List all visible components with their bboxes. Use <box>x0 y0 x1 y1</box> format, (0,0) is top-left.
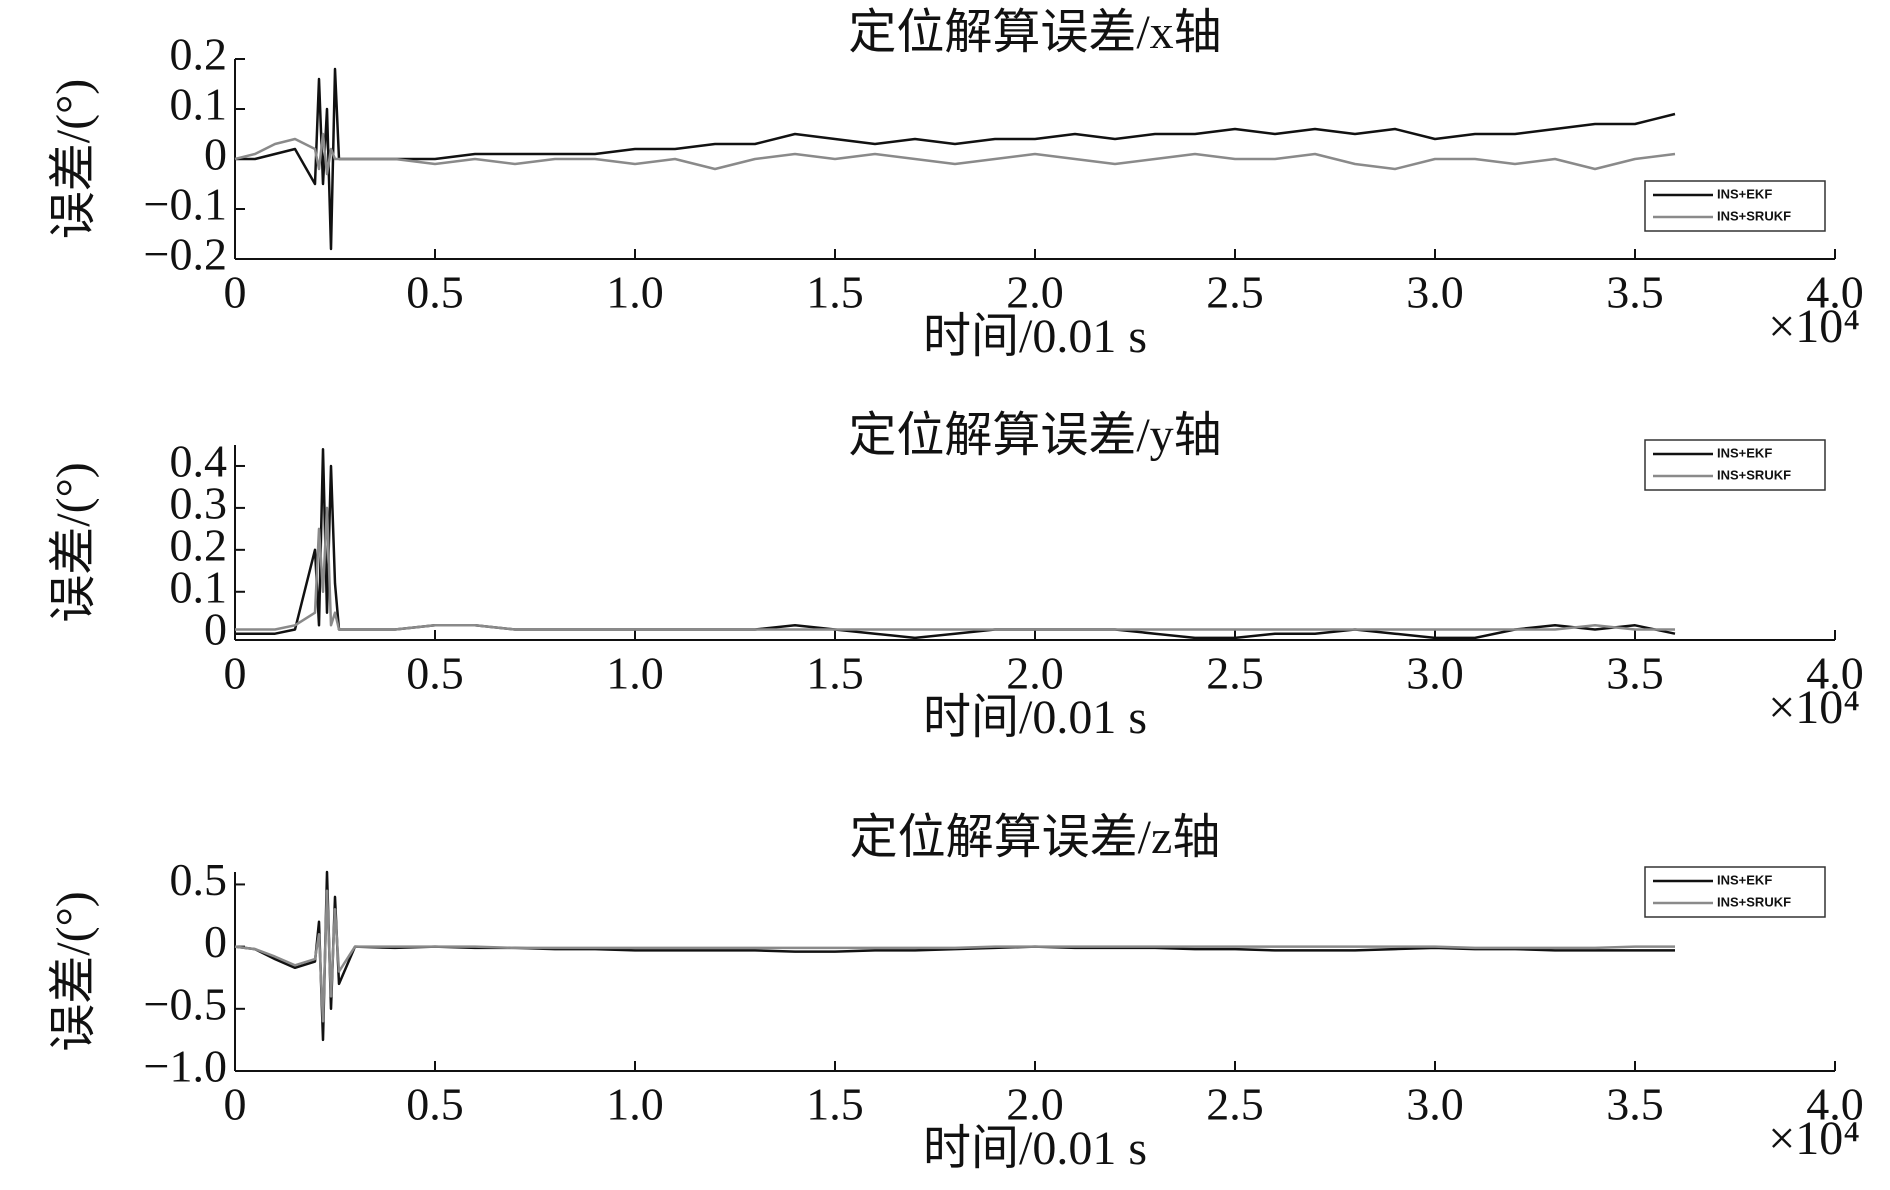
y-tick-label: 0.1 <box>170 561 228 612</box>
legend-box <box>1644 866 1826 918</box>
legend-label: INS+EKF <box>1717 445 1772 460</box>
legend-label: INS+SRUKF <box>1717 894 1791 909</box>
x-tick-label: 4.0 <box>1806 648 1864 699</box>
chart-panel: 定位解算误差/x轴 0 0.5 1.0 1.5 2.0 2.5 3.0 3.5 4.0 −0.2−0… <box>47 6 1864 363</box>
y-tick-label: 0.1 <box>170 79 228 130</box>
legend-label: INS+SRUKF <box>1717 467 1791 482</box>
series-line <box>235 506 1675 631</box>
x-tick-label: 1.0 <box>606 648 664 699</box>
legend-label: INS+EKF <box>1717 872 1772 887</box>
y-axis-label: 误差/(°) <box>47 79 100 240</box>
chart-panel: 定位解算误差/z轴 0 0.5 1.0 1.5 2.0 2.5 3.0 3.5 4.0 −1.0 −0… <box>47 811 1864 1175</box>
y-tick-label: 0.3 <box>170 477 228 528</box>
x-tick-label: 0 <box>224 648 247 699</box>
legend-label: INS+SRUKF <box>1717 208 1791 223</box>
x-axis-label: 时间/0.01 s <box>923 1122 1147 1175</box>
series-line <box>234 889 1675 1023</box>
series-line <box>235 67 1676 251</box>
x-tick-label: 0.5 <box>406 267 464 318</box>
y-tick-label: 0 <box>204 129 227 180</box>
x-multiplier: ×10⁴ <box>1768 681 1860 734</box>
x-tick-label: 0 <box>224 267 247 318</box>
x-tick-label: 3.5 <box>1606 648 1664 699</box>
series-line <box>234 870 1675 1042</box>
x-axis-label: 时间/0.01 s <box>923 691 1147 744</box>
y-tick-label: 0 <box>204 603 227 654</box>
y-tick-label: −1.0 <box>144 1041 227 1092</box>
series-line <box>234 132 1676 176</box>
y-axis-label: 误差/(°) <box>47 891 100 1052</box>
y-tick-label: 0.2 <box>170 519 228 570</box>
x-tick-label: 2.5 <box>1206 1079 1264 1130</box>
x-tick-label: 1.5 <box>806 1079 864 1130</box>
x-tick-label: 3.5 <box>1606 267 1664 318</box>
chart-panel: 定位解算误差/y轴0 0.5 1.0 1.5 2.0 2.5 3.0 3.5 4.000.10.… <box>47 409 1864 744</box>
x-tick-label: 0.5 <box>406 1079 464 1130</box>
x-tick-label: 1.0 <box>606 267 664 318</box>
chart-title: 定位解算误差/x轴 <box>848 6 1221 59</box>
legend-box <box>1644 180 1826 232</box>
x-tick-label: 2.0 <box>1006 267 1064 318</box>
legend-label: INS+EKF <box>1717 186 1772 201</box>
x-tick-label: 0.5 <box>406 648 464 699</box>
x-tick-label: 1.5 <box>806 267 864 318</box>
y-tick-label: 0.2 <box>170 29 228 80</box>
x-tick-label: 2.5 <box>1206 267 1264 318</box>
x-tick-label: 2.5 <box>1206 648 1264 699</box>
x-tick-label: 0 <box>224 1079 247 1130</box>
x-tick-label: 2.0 <box>1006 648 1064 699</box>
y-tick-label: −0.5 <box>144 978 227 1029</box>
x-tick-label: 4.0 <box>1806 1079 1864 1130</box>
y-tick-label: −0.2 <box>144 229 227 280</box>
x-multiplier: ×10⁴ <box>1768 300 1860 353</box>
x-tick-label: 3.0 <box>1406 648 1464 699</box>
x-tick-label: 1.0 <box>606 1079 664 1130</box>
y-tick-label: −0.1 <box>144 179 227 230</box>
x-tick-label: 2.0 <box>1006 1079 1064 1130</box>
y-tick-label: 0.4 <box>170 436 228 487</box>
x-tick-label: 1.5 <box>806 648 864 699</box>
x-tick-label: 3.5 <box>1606 1079 1664 1130</box>
series-line <box>235 447 1676 640</box>
x-tick-label: 3.0 <box>1406 267 1464 318</box>
chart-title: 定位解算误差/y轴 <box>848 409 1221 462</box>
x-axis-label: 时间/0.01 s <box>923 310 1147 363</box>
x-tick-label: 3.0 <box>1406 1079 1464 1130</box>
x-multiplier: ×10⁴ <box>1768 1112 1860 1165</box>
x-tick-label: 4.0 <box>1806 267 1864 318</box>
y-tick-label: 0.5 <box>170 854 228 905</box>
y-tick-label: 0 <box>204 916 227 967</box>
y-axis-label: 误差/(°) <box>47 462 100 623</box>
legend-box <box>1644 439 1826 491</box>
chart-title: 定位解算误差/z轴 <box>850 811 1221 864</box>
